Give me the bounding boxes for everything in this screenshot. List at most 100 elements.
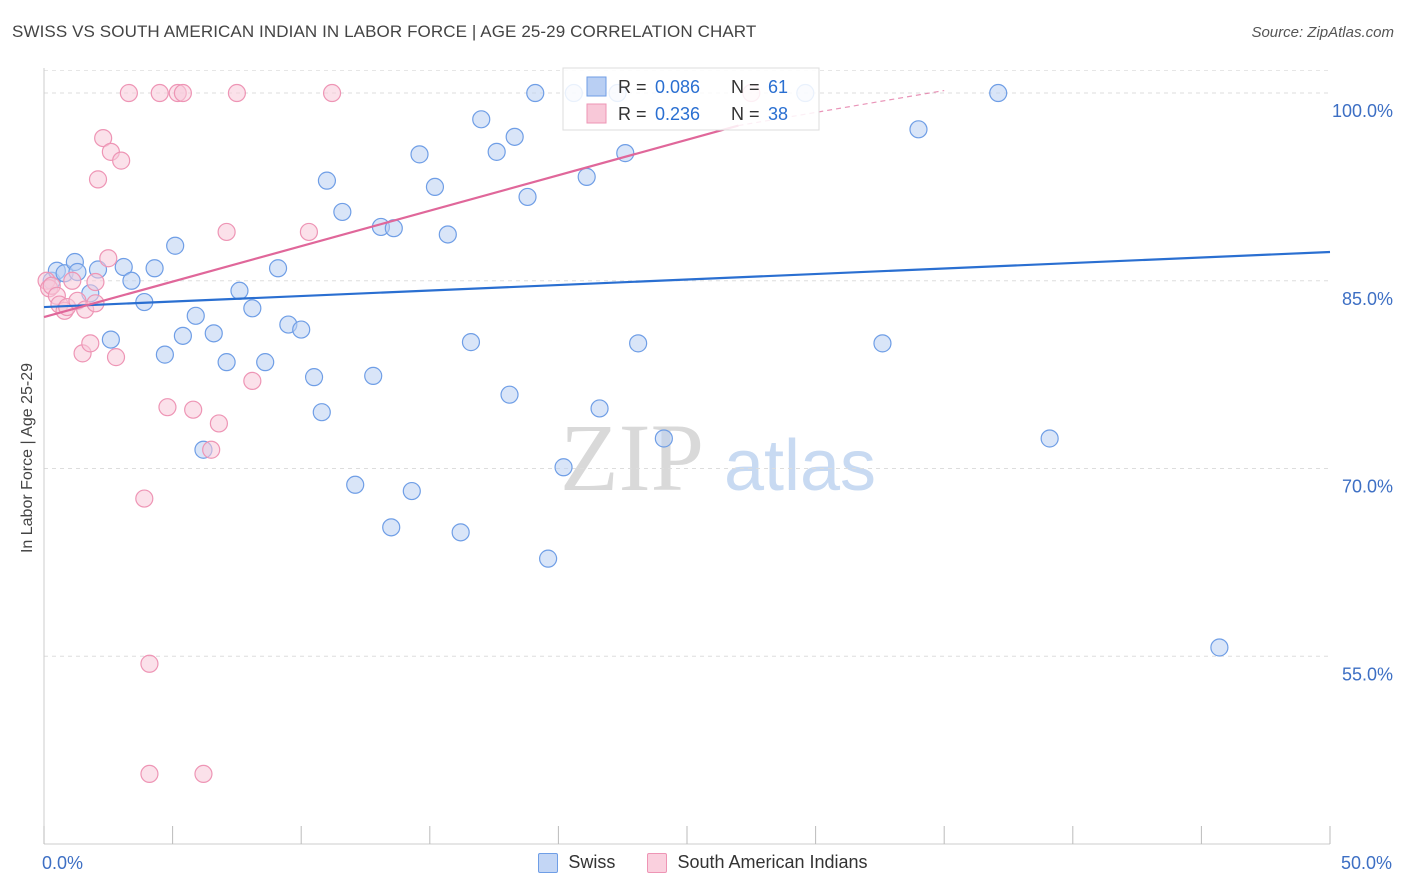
watermark-zip: ZIP <box>560 404 704 511</box>
south-american-indians-trend-extension <box>738 89 945 127</box>
swiss-point-21 <box>256 353 275 372</box>
swiss-point-18 <box>217 353 236 372</box>
south-american-indians-point-34 <box>322 83 342 103</box>
swiss-point-47 <box>554 458 573 477</box>
swiss-point-9 <box>122 271 141 290</box>
swiss-point-17 <box>204 324 223 343</box>
south-american-indians-point-20 <box>135 489 154 508</box>
swiss-point-45 <box>526 83 545 103</box>
swiss-point-22 <box>268 259 288 278</box>
swiss-point-49 <box>577 167 596 186</box>
south-american-indians-point-26 <box>184 400 203 419</box>
south-american-indians-point-12 <box>86 272 105 292</box>
swiss-point-30 <box>364 366 383 385</box>
swiss-point-7 <box>101 330 120 349</box>
swiss-swatch <box>538 852 559 873</box>
south-american-indians-point-27 <box>194 764 213 784</box>
south-american-indians-point-25 <box>173 83 192 103</box>
south-american-indians-point-15 <box>99 249 118 268</box>
y-tick-label-1: 85.0% <box>1342 289 1393 309</box>
south-american-indians-point-14 <box>94 128 113 148</box>
south-american-indians-point-29 <box>209 414 228 433</box>
watermark-atlas: atlas <box>724 426 876 506</box>
swiss-point-26 <box>312 403 331 422</box>
swiss-n-value: 61 <box>768 77 788 97</box>
swiss-point-36 <box>425 177 445 197</box>
south-american-indians-point-17 <box>106 348 126 367</box>
swiss-point-43 <box>505 127 524 146</box>
legend-item-south-american-indians[interactable]: South American Indians <box>647 852 868 873</box>
swiss-point-53 <box>629 334 648 353</box>
swiss-point-28 <box>333 202 352 222</box>
south-american-indians-point-11 <box>81 334 100 353</box>
legend-label-swiss: Swiss <box>568 852 616 872</box>
legend-item-swiss[interactable]: Swiss <box>538 852 615 873</box>
bottom-legend: Swiss South American Indians <box>0 852 1406 873</box>
south-american-indians-point-7 <box>63 271 82 290</box>
y-tick-label-3: 55.0% <box>1342 664 1393 684</box>
south-american-indians-point-23 <box>158 398 177 417</box>
swiss-point-13 <box>166 236 185 255</box>
swiss-point-44 <box>518 187 537 207</box>
swiss-point-14 <box>173 326 192 345</box>
swiss-point-46 <box>539 549 558 568</box>
swiss-point-15 <box>186 306 205 325</box>
x-tick-label-max: 50.0% <box>1340 853 1392 873</box>
swiss-point-60 <box>1210 638 1229 657</box>
swiss-point-29 <box>346 475 365 494</box>
south-american-indians-point-31 <box>227 83 246 103</box>
swiss-point-27 <box>317 171 337 190</box>
swiss-point-12 <box>155 345 174 364</box>
south-american-indians-point-33 <box>299 222 319 242</box>
swiss-point-39 <box>461 333 481 352</box>
south-american-indians-point-28 <box>202 440 221 459</box>
south-american-indians-swatch <box>647 852 668 873</box>
swiss-point-19 <box>230 281 249 300</box>
south-american-indians-point-32 <box>243 371 262 391</box>
swiss-point-32 <box>382 518 401 537</box>
south-american-indians-point-18 <box>112 151 131 170</box>
swiss-n-label: N = <box>731 77 760 97</box>
south-american-indians-r-value: 0.236 <box>655 104 700 124</box>
swiss-stats-swatch <box>586 76 607 97</box>
swiss-r-value: 0.086 <box>655 77 700 97</box>
south-american-indians-r-label: R = <box>618 104 647 124</box>
swiss-point-35 <box>410 145 429 164</box>
swiss-point-40 <box>472 110 491 129</box>
x-tick-label-min: 0.0% <box>42 853 84 873</box>
south-american-indians-point-30 <box>217 222 236 242</box>
swiss-point-54 <box>654 429 673 448</box>
south-american-indians-point-22 <box>150 83 169 103</box>
south-american-indians-point-13 <box>88 170 108 189</box>
chart-title: SWISS VS SOUTH AMERICAN INDIAN IN LABOR … <box>12 22 757 41</box>
swiss-point-24 <box>292 320 311 339</box>
y-tick-label-2: 70.0% <box>1342 477 1393 497</box>
swiss-point-8 <box>114 257 133 277</box>
south-american-indians-n-label: N = <box>731 104 760 124</box>
south-american-indians-point-19 <box>119 83 138 103</box>
swiss-point-11 <box>145 259 164 278</box>
south-american-indians-point-36 <box>140 764 159 784</box>
swiss-point-20 <box>243 299 262 318</box>
legend-label-south-american-indians: South American Indians <box>677 852 868 872</box>
swiss-point-25 <box>304 368 324 387</box>
swiss-point-41 <box>487 142 506 161</box>
south-american-indians-trend-line <box>43 124 739 319</box>
south-american-indians-stats-swatch <box>586 103 607 124</box>
south-american-indians-point-21 <box>140 654 159 673</box>
chart-source: Source: ZipAtlas.com <box>1251 24 1394 41</box>
swiss-point-34 <box>402 481 421 501</box>
swiss-r-label: R = <box>618 77 647 97</box>
swiss-point-56 <box>873 334 892 353</box>
south-american-indians-n-value: 38 <box>768 104 788 124</box>
swiss-point-59 <box>1040 429 1059 448</box>
swiss-point-42 <box>500 385 519 404</box>
y-tick-label-0: 100.0% <box>1332 101 1393 121</box>
swiss-point-50 <box>590 399 609 418</box>
swiss-point-37 <box>438 225 457 244</box>
swiss-point-38 <box>451 523 470 542</box>
swiss-trend-line <box>43 250 1331 309</box>
swiss-point-58 <box>989 83 1008 103</box>
swiss-point-57 <box>909 120 928 139</box>
